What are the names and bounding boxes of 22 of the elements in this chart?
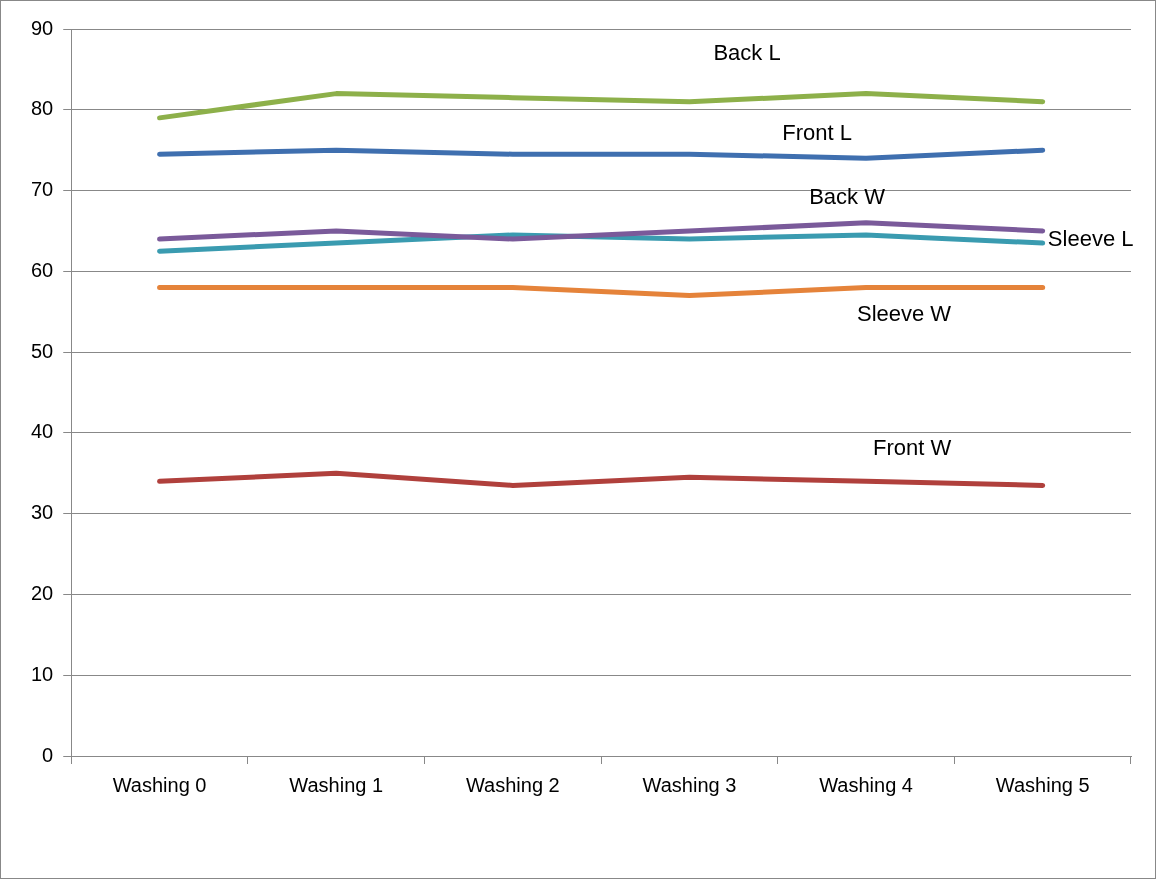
x-tick-label: Washing 2 <box>465 773 560 796</box>
series-label: Sleeve L <box>1047 226 1134 252</box>
x-tick-label: Washing 3 <box>642 773 737 796</box>
y-tick-label: 30 <box>31 501 54 524</box>
y-tick-label: 80 <box>31 97 54 120</box>
y-tick-label: 40 <box>31 420 54 443</box>
y-tick-label: 90 <box>31 16 54 39</box>
y-tick-label: 70 <box>31 178 54 201</box>
x-tick-label: Washing 4 <box>819 773 913 796</box>
x-tick-label: Washing 5 <box>995 773 1090 796</box>
y-tick-label: 0 <box>42 743 54 766</box>
series-label: Back W <box>809 183 886 209</box>
series-label: Front W <box>872 435 952 461</box>
x-tick-label: Washing 0 <box>112 773 207 796</box>
series-label: Sleeve W <box>856 300 952 326</box>
y-tick-label: 60 <box>31 258 54 281</box>
x-tick-label: Washing 1 <box>289 773 384 796</box>
series-label: Front L <box>782 120 852 146</box>
series-label: Back L <box>713 39 781 65</box>
y-tick-label: 20 <box>31 581 54 604</box>
y-tick-label: 50 <box>31 339 54 362</box>
y-tick-label: 10 <box>31 662 54 685</box>
